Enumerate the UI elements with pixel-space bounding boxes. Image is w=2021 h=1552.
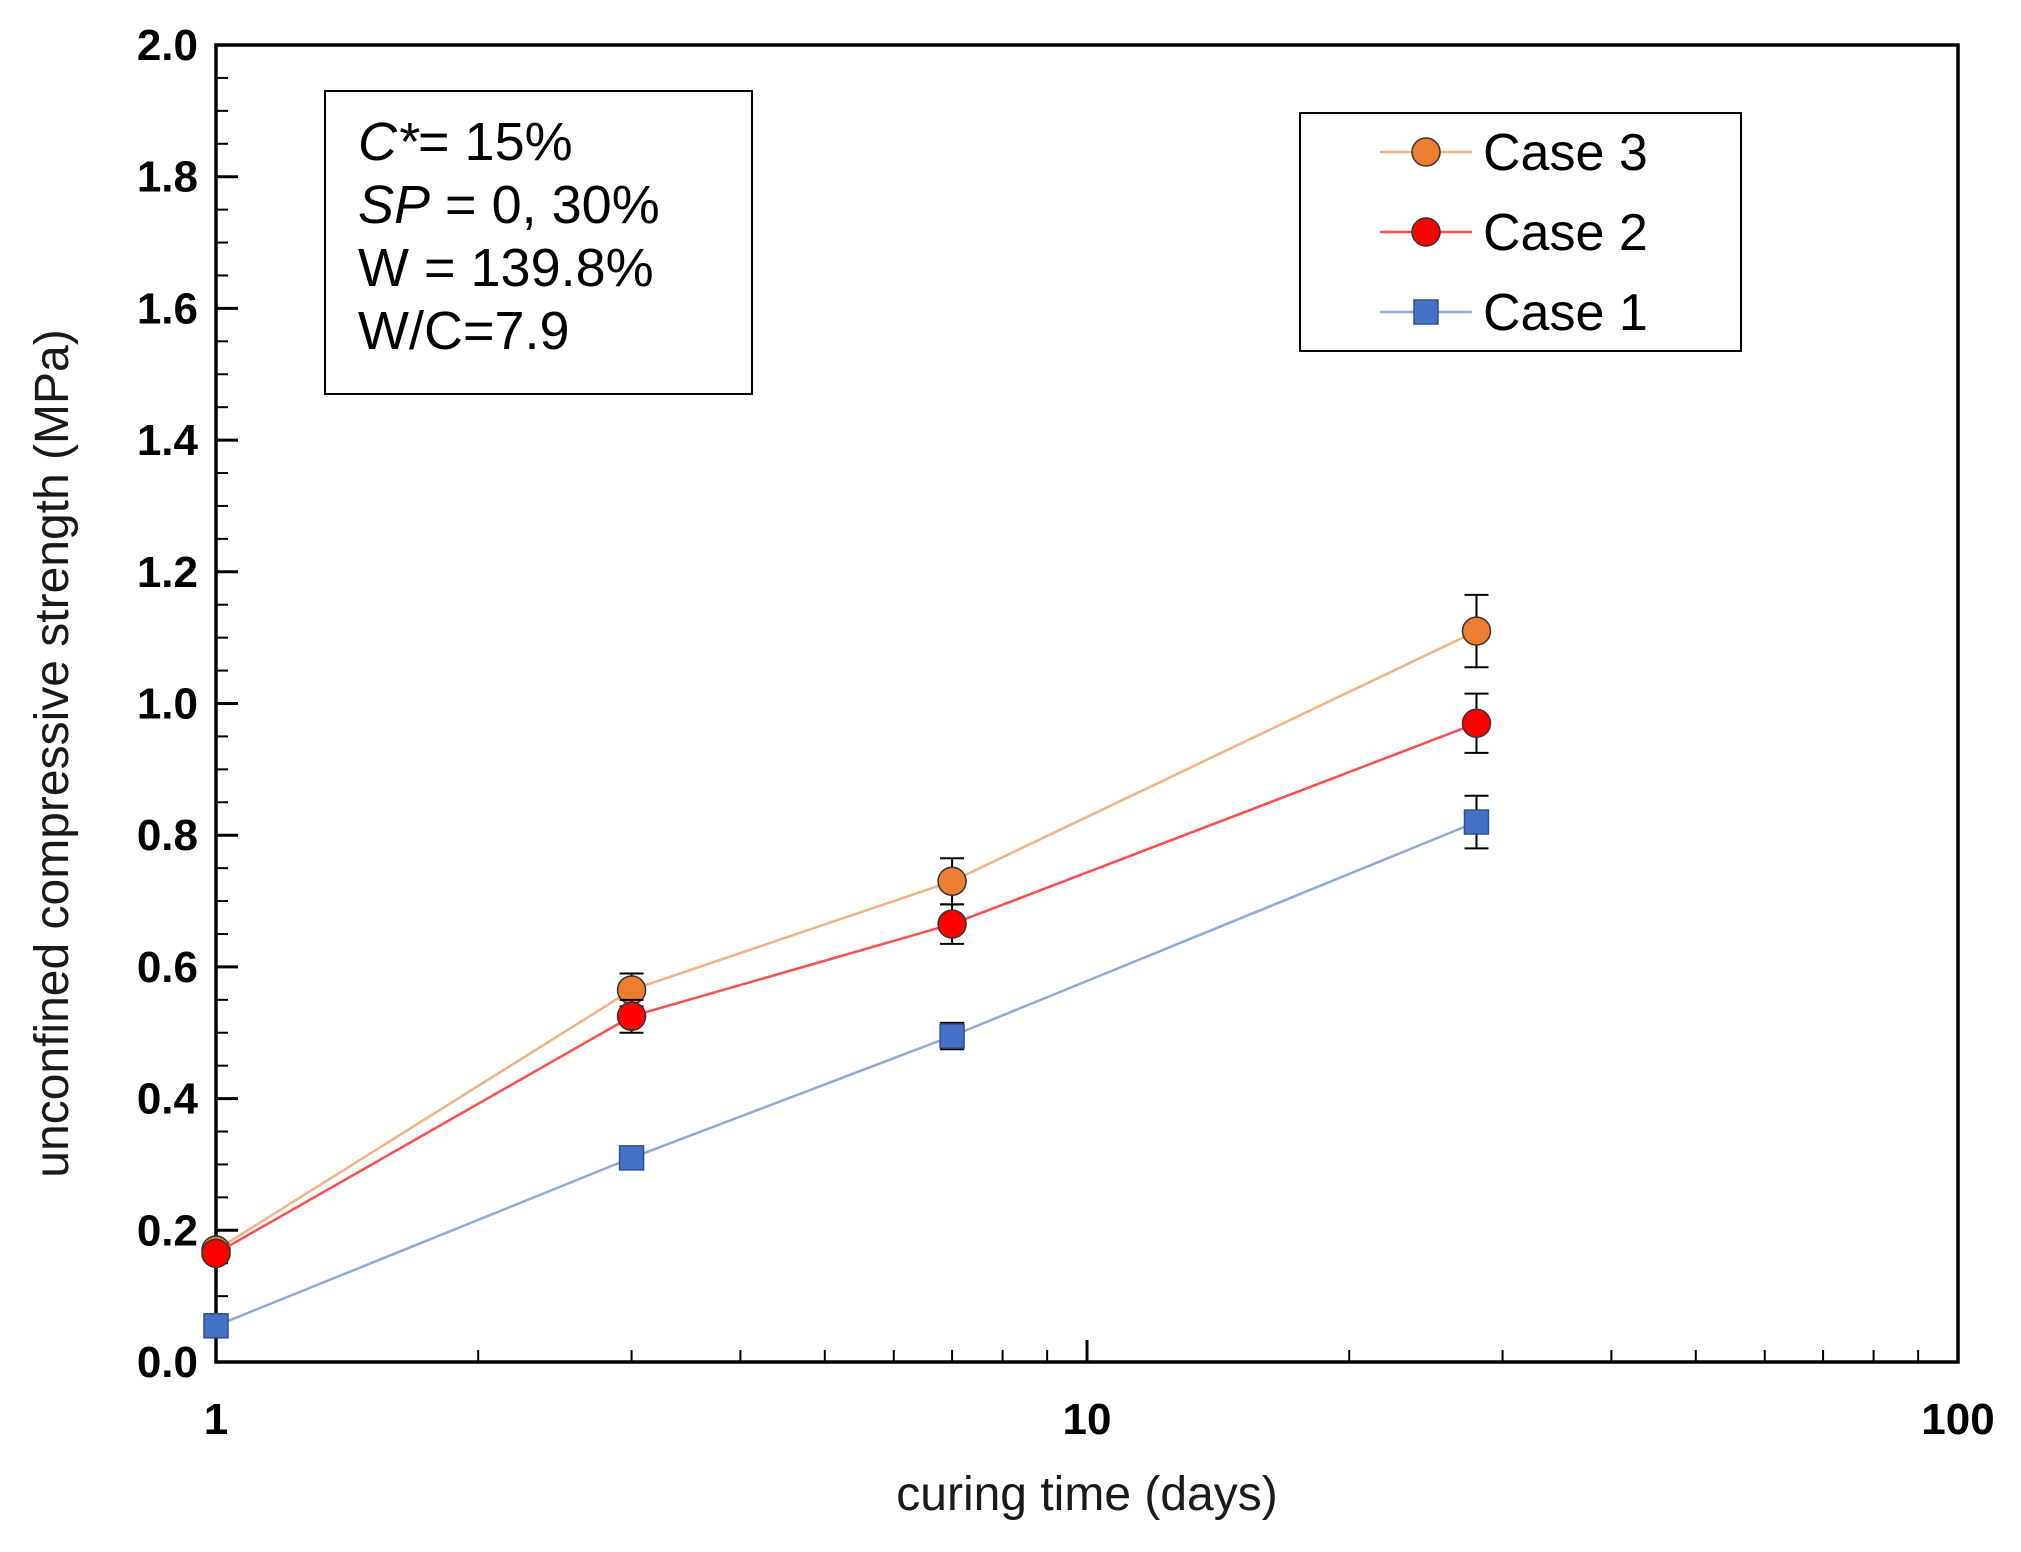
data-point [1463, 809, 1490, 835]
legend-frame [1299, 112, 1742, 352]
legend-marker [1413, 299, 1439, 325]
data-point [203, 1313, 229, 1339]
data-point [937, 866, 967, 897]
data-point [201, 1238, 231, 1269]
legend-marker [1411, 217, 1441, 247]
y-tick-label: 1.0 [137, 680, 198, 729]
series-line [215, 722, 1477, 1255]
note-value: = 15% [418, 112, 573, 172]
series-line [215, 629, 1478, 1252]
x-tick-label: 1 [204, 1395, 228, 1444]
y-tick-label: 1.6 [137, 284, 198, 333]
data-point [939, 1023, 965, 1049]
note-symbol: SP [358, 175, 430, 235]
y-tick-label: 1.4 [137, 416, 199, 465]
parameter-note-box: C*= 15%SP = 0, 30%W = 139.8%W/C=7.9 [324, 90, 753, 395]
legend-item: Case 3 [1380, 124, 1648, 182]
legend-label: Case 3 [1483, 124, 1648, 182]
series-case-2 [201, 692, 1492, 1269]
axes: 0.0 0.2 0.4 0.6 0.8 1.0 1.2 1.4 1.6 1.8 2.0 1 10 100 [137, 21, 1995, 1444]
note-line: SP = 0, 30% [358, 175, 660, 235]
note-line: C*= 15% [358, 112, 573, 172]
y-tick-label: 0.8 [137, 811, 198, 860]
data-point [618, 1145, 645, 1171]
legend-label: Case 1 [1483, 284, 1648, 342]
legend-item: Case 1 [1380, 284, 1648, 342]
note-value: W/C=7.9 [358, 301, 570, 361]
data-point [616, 1001, 647, 1032]
note-line: W = 139.8% [358, 238, 654, 298]
x-tick-label: 10 [1063, 1395, 1112, 1444]
y-tick-label: 1.2 [137, 548, 198, 597]
series-case-1 [203, 794, 1490, 1339]
x-tick-label: 100 [1921, 1395, 1994, 1444]
note-value: = 0, 30% [430, 175, 660, 235]
legend-label: Case 2 [1483, 204, 1648, 262]
data-point [937, 909, 967, 939]
note-line: W/C=7.9 [358, 301, 570, 361]
data-point [1461, 708, 1492, 739]
y-tick-label: 2.0 [137, 21, 198, 70]
y-tick-label: 0.2 [137, 1206, 198, 1255]
y-tick-label: 0.0 [137, 1338, 198, 1387]
legend-marker [1411, 137, 1441, 167]
data-point [1461, 616, 1492, 646]
y-tick-label: 0.6 [137, 943, 198, 992]
series-layer [201, 593, 1492, 1339]
legend-item: Case 2 [1380, 204, 1648, 262]
note-box-frame [324, 90, 753, 395]
x-axis-title: curing time (days) [896, 1468, 1277, 1521]
y-axis-title: unconfined compressive strength (MPa) [26, 329, 79, 1177]
y-tick-label: 0.4 [137, 1075, 199, 1124]
legend: Case 3 Case 2 Case 1 [1299, 112, 1742, 352]
note-value: W = 139.8% [358, 238, 654, 298]
series-line [215, 820, 1477, 1327]
note-symbol: C* [358, 112, 420, 172]
y-tick-label: 1.8 [137, 153, 198, 202]
